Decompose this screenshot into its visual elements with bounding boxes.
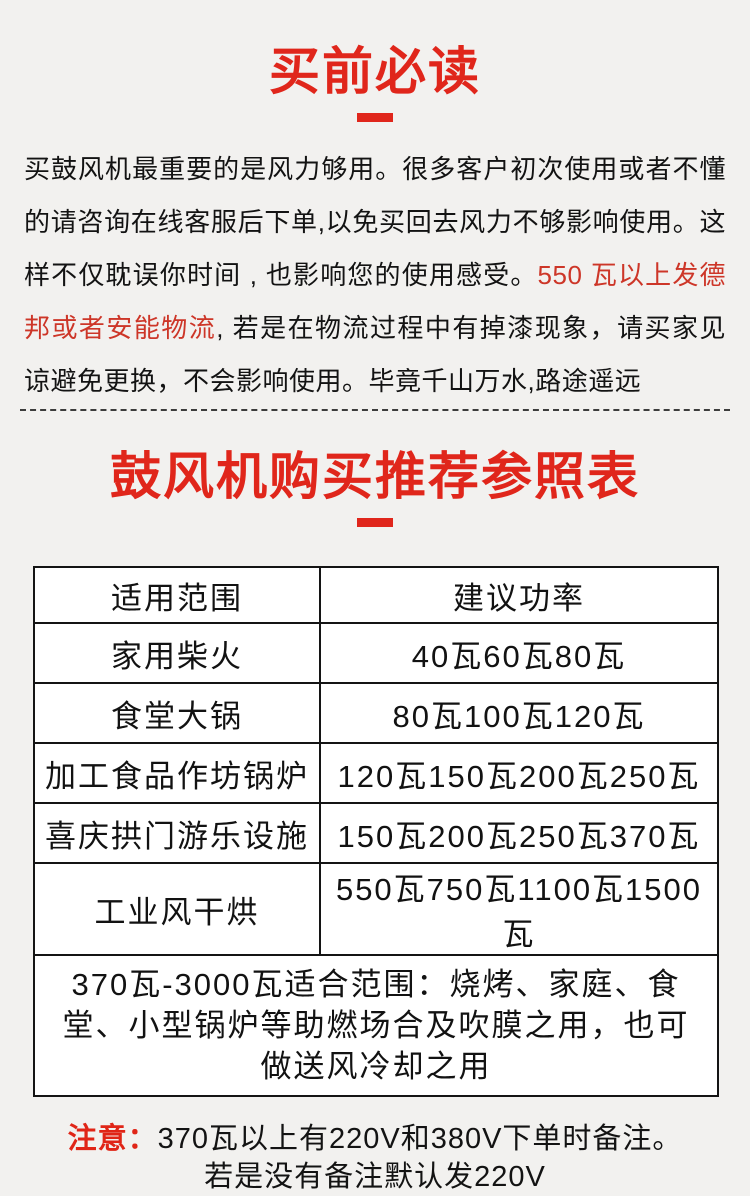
notice-label: 注意： xyxy=(67,1123,158,1156)
section-reference-table: 鼓风机购买推荐参照表 适用范围 建议功率 家用柴火 40瓦60瓦80瓦 食堂大锅 xyxy=(0,413,750,1196)
intro-text-after: , 若是在物流过程中有掉漆现象，请买家见谅避免更换，不会影响使用。毕竟千山万水,… xyxy=(24,313,726,397)
reference-table-title: 鼓风机购买推荐参照表 xyxy=(109,448,640,505)
reference-table-wrapper: 适用范围 建议功率 家用柴火 40瓦60瓦80瓦 食堂大锅 80瓦100瓦120… xyxy=(33,566,719,1098)
cell-usage: 喜庆拱门游乐设施 xyxy=(33,802,321,865)
intro-paragraph: 买鼓风机最重要的是风力够用。很多客户初次使用或者不懂的请咨询在线客服后下单,以免… xyxy=(24,143,726,408)
must-read-title: 买前必读 xyxy=(268,43,481,100)
table-header-row: 适用范围 建议功率 xyxy=(33,566,719,625)
intro-text-highlight-red: 550 瓦以上发德邦或者安能物流 xyxy=(24,260,726,344)
merged-range-note: 370瓦-3000瓦适合范围：烧烤、家庭、食堂、小型锅炉等助燃场合及吹膜之用，也… xyxy=(33,954,719,1098)
table-merged-note-row: 370瓦-3000瓦适合范围：烧烤、家庭、食堂、小型锅炉等助燃场合及吹膜之用，也… xyxy=(33,954,719,1098)
intro-text-before: 买鼓风机最重要的是风力够用。很多客户初次使用或者不懂的请咨询在线客服后下单,以免… xyxy=(24,154,726,291)
cell-usage: 食堂大锅 xyxy=(33,682,321,745)
voltage-notice: 注意：370瓦以上有220V和380V下单时备注。 若是没有备注默认发220V xyxy=(0,1120,750,1196)
table-row: 食堂大锅 80瓦100瓦120瓦 xyxy=(33,682,719,745)
notice-line1-text: 370瓦以上有220V和380V下单时备注。 xyxy=(157,1123,683,1156)
cell-power: 80瓦100瓦120瓦 xyxy=(319,682,719,745)
cell-power: 550瓦750瓦1100瓦1500瓦 xyxy=(319,862,719,957)
table-row: 家用柴火 40瓦60瓦80瓦 xyxy=(33,622,719,685)
cell-power: 40瓦60瓦80瓦 xyxy=(319,622,719,685)
table-row: 加工食品作坊锅炉 120瓦150瓦200瓦250瓦 xyxy=(33,742,719,805)
voltage-notice-line1: 注意：370瓦以上有220V和380V下单时备注。 xyxy=(0,1120,750,1158)
cell-power: 120瓦150瓦200瓦250瓦 xyxy=(319,742,719,805)
section-must-read: 买前必读 买鼓风机最重要的是风力够用。很多客户初次使用或者不懂的请咨询在线客服后… xyxy=(0,0,750,408)
cell-usage: 家用柴火 xyxy=(33,622,321,685)
table-row: 工业风干烘 550瓦750瓦1100瓦1500瓦 xyxy=(33,862,719,957)
cell-usage: 工业风干烘 xyxy=(33,862,321,957)
title-underline-dash-2 xyxy=(357,518,393,528)
title-underline-dash xyxy=(357,113,393,123)
cell-usage: 加工食品作坊锅炉 xyxy=(33,742,321,805)
cell-power: 150瓦200瓦250瓦370瓦 xyxy=(319,802,719,865)
power-reference-table: 适用范围 建议功率 家用柴火 40瓦60瓦80瓦 食堂大锅 80瓦100瓦120… xyxy=(33,566,719,1098)
table-row: 喜庆拱门游乐设施 150瓦200瓦250瓦370瓦 xyxy=(33,802,719,865)
voltage-notice-line2: 若是没有备注默认发220V xyxy=(204,1161,546,1194)
dashed-divider xyxy=(20,409,730,411)
header-recommended-power: 建议功率 xyxy=(319,566,719,625)
header-applicable-range: 适用范围 xyxy=(33,566,321,625)
